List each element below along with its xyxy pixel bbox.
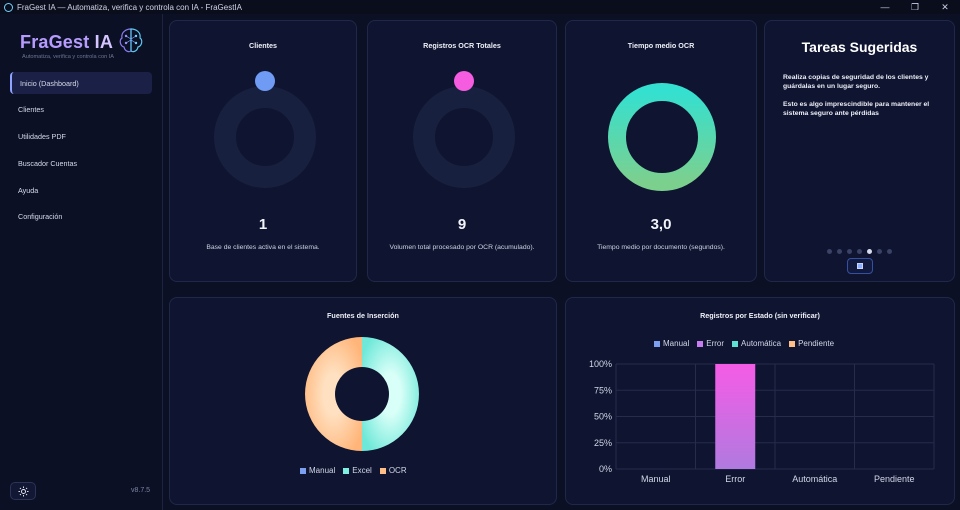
carousel-dot-active[interactable] xyxy=(867,249,872,254)
legend-swatch xyxy=(697,340,704,347)
sidebar-item-clientes[interactable]: Clientes xyxy=(18,105,44,115)
y-tick-label: 100% xyxy=(589,359,612,369)
tasks-title: Tareas Sugeridas xyxy=(801,39,918,55)
ocr-ring-gauge xyxy=(413,71,515,188)
theme-toggle-button[interactable] xyxy=(10,482,36,500)
estados-bar-chart: 0% 25% 50% 75% 100% Manual Error Automática Pend… xyxy=(589,359,935,484)
x-tick-label: Automática xyxy=(792,474,837,484)
carousel-dot[interactable] xyxy=(847,249,852,254)
legend-item-ocr[interactable]: OCR xyxy=(379,466,407,475)
fuentes-donut-chart xyxy=(305,337,419,451)
window-title: FraGest IA — Automatiza, verifica y cont… xyxy=(17,2,242,12)
legend-label: Error xyxy=(706,339,725,348)
legend-swatch xyxy=(732,340,739,347)
brand-logo: FraGest IA Automatiza, verifica y contro… xyxy=(20,28,150,68)
legend-item-manual[interactable]: Manual xyxy=(300,466,335,475)
tasks-paragraph: Esto es algo imprescindible para mantene… xyxy=(783,101,930,117)
card-registros-estado: Registros por Estado (sin verificar) Man… xyxy=(565,297,955,505)
y-tick-label: 75% xyxy=(594,385,612,395)
stop-icon xyxy=(857,263,863,269)
legend-label: Excel xyxy=(352,466,372,475)
carousel-dots xyxy=(827,249,892,254)
carousel-dot[interactable] xyxy=(887,249,892,254)
app-version: v8.7.5 xyxy=(131,487,151,494)
legend-label: Automática xyxy=(741,339,782,348)
clientes-ring-gauge xyxy=(214,71,316,188)
sidebar-item-dashboard[interactable]: Inicio (Dashboard) xyxy=(10,72,152,94)
x-tick-label: Manual xyxy=(641,474,671,484)
minimize-icon[interactable]: — xyxy=(880,2,890,12)
bar-error[interactable] xyxy=(715,364,756,469)
sidebar-item-ayuda[interactable]: Ayuda xyxy=(18,185,39,195)
tiempo-gauge-arc xyxy=(608,83,716,191)
card-value: 1 xyxy=(258,216,268,233)
sun-icon xyxy=(17,485,29,497)
card-title: Registros OCR Totales xyxy=(423,41,501,50)
close-icon[interactable]: ✕ xyxy=(941,1,949,12)
legend-item-manual[interactable]: Manual xyxy=(654,339,689,348)
donut-slice-excel[interactable] xyxy=(362,337,419,451)
y-tick-label: 0% xyxy=(599,464,612,474)
card-fuentes-insercion: Fuentes de Inserción Manual Excel OCR xyxy=(169,297,557,505)
legend-label: OCR xyxy=(388,466,407,475)
legend-swatch xyxy=(300,467,306,474)
brand-name-main: FraGest xyxy=(20,32,90,52)
legend-swatch xyxy=(789,340,796,347)
card-description: Tiempo medio por documento (segundos). xyxy=(597,244,725,251)
carousel-dot[interactable] xyxy=(827,249,832,254)
legend-swatch xyxy=(654,340,660,347)
carousel-dot[interactable] xyxy=(857,249,862,254)
sidebar-item-buscador-cuentas[interactable]: Buscador Cuentas xyxy=(18,158,78,168)
carousel-dot[interactable] xyxy=(837,249,842,254)
carousel-pause-button[interactable] xyxy=(847,258,873,274)
fuentes-legend: Manual Excel OCR xyxy=(300,466,407,475)
tasks-paragraph: Realiza copias de seguridad de los clien… xyxy=(783,74,929,90)
sidebar-item-configuracion[interactable]: Configuración xyxy=(18,212,63,222)
card-tiempo-ocr: Tiempo medio OCR 3,0 Tiempo medio por do… xyxy=(565,20,757,282)
card-ocr-totales: Registros OCR Totales 9 Volumen total pr… xyxy=(367,20,557,282)
card-value: 3,0 xyxy=(650,216,672,233)
card-clientes: Clientes 1 Base de clientes activa en el… xyxy=(169,20,357,282)
y-tick-label: 50% xyxy=(594,412,612,422)
tasks-text: Realiza copias de seguridad de los clien… xyxy=(783,73,942,127)
tiempo-ring-gauge xyxy=(608,83,716,191)
legend-label: Pendiente xyxy=(798,339,835,348)
legend-item-automatica[interactable]: Automática xyxy=(732,339,781,348)
legend-item-error[interactable]: Error xyxy=(697,339,724,348)
card-tareas-sugeridas: Tareas Sugeridas Realiza copias de segur… xyxy=(764,20,955,282)
legend-label: Manual xyxy=(663,339,690,348)
legend-item-excel[interactable]: Excel xyxy=(343,466,372,475)
sidebar: FraGest IA Automatiza, verifica y contro… xyxy=(0,14,163,510)
card-title: Clientes xyxy=(249,41,277,50)
legend-swatch xyxy=(343,467,350,474)
clientes-gauge-indicator xyxy=(255,71,275,91)
card-value: 9 xyxy=(457,216,467,233)
brain-icon xyxy=(119,28,143,53)
card-title: Tiempo medio OCR xyxy=(627,41,695,50)
donut-slice-ocr[interactable] xyxy=(305,337,362,451)
chart-title: Fuentes de Inserción xyxy=(327,311,399,320)
estados-legend: Manual Error Automática Pendiente xyxy=(654,339,834,348)
sidebar-item-utilidades-pdf[interactable]: Utilidades PDF xyxy=(18,132,66,142)
y-tick-label: 25% xyxy=(594,438,612,448)
x-tick-label: Pendiente xyxy=(874,474,915,484)
brand-name: FraGest IA xyxy=(20,32,150,53)
legend-item-pendiente[interactable]: Pendiente xyxy=(789,339,834,348)
sidebar-nav: Inicio (Dashboard) Clientes Utilidades P… xyxy=(10,72,152,233)
legend-label: Manual xyxy=(309,466,336,475)
ocr-gauge-indicator xyxy=(454,71,474,91)
x-tick-label: Error xyxy=(725,474,745,484)
carousel-dot[interactable] xyxy=(877,249,882,254)
card-description: Base de clientes activa en el sistema. xyxy=(206,244,320,251)
brand-subtitle: Automatiza, verifica y controla con IA xyxy=(22,54,115,60)
restore-icon[interactable]: ❐ xyxy=(910,1,920,12)
card-description: Volumen total procesado por OCR (acumula… xyxy=(389,244,535,251)
app-icon xyxy=(4,2,13,12)
brand-name-suffix: IA xyxy=(94,32,114,52)
legend-swatch xyxy=(379,467,386,474)
title-bar: FraGest IA — Automatiza, verifica y cont… xyxy=(0,0,960,14)
chart-title: Registros por Estado (sin verificar) xyxy=(700,311,820,320)
